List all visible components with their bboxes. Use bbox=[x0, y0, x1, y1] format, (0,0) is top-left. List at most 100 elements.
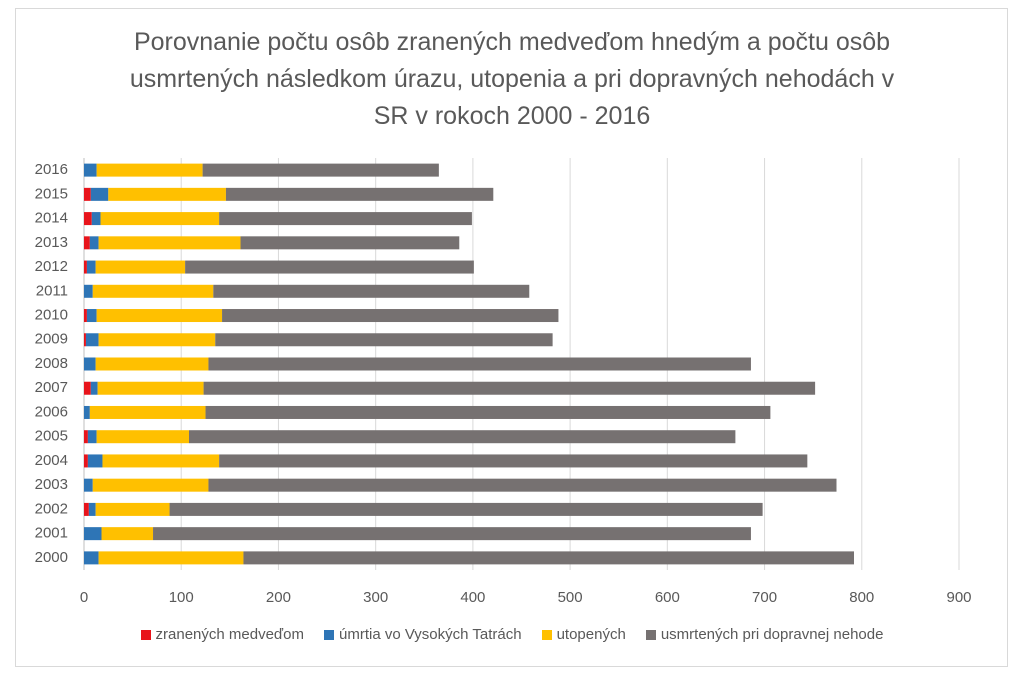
bar-segment bbox=[89, 236, 99, 250]
chart-frame bbox=[15, 8, 1008, 667]
bar-segment bbox=[169, 502, 763, 516]
bar-segment bbox=[90, 187, 109, 201]
bar-segment bbox=[98, 333, 216, 347]
bar-segment bbox=[84, 236, 90, 250]
bar-segment bbox=[91, 212, 101, 226]
bar-segment bbox=[88, 502, 96, 516]
bar-segment bbox=[86, 260, 96, 274]
legend-label: úmrtia vo Vysokých Tatrách bbox=[339, 626, 522, 643]
bar-segment bbox=[219, 454, 808, 468]
x-tick-label: 700 bbox=[752, 589, 777, 606]
bar-segment bbox=[96, 430, 189, 444]
y-tick-label: 2007 bbox=[35, 379, 68, 396]
bar-segment bbox=[189, 430, 736, 444]
bar-segment bbox=[108, 187, 226, 201]
bar-segment bbox=[96, 163, 203, 177]
legend-swatch bbox=[140, 629, 151, 640]
legend-item: usmrtených pri dopravnej nehode bbox=[645, 626, 884, 643]
y-tick-label: 2000 bbox=[35, 549, 68, 566]
bar-segment bbox=[96, 309, 223, 323]
bar-segment bbox=[84, 333, 86, 347]
bar-segment bbox=[84, 163, 97, 177]
x-tick-label: 200 bbox=[266, 589, 291, 606]
legend-swatch bbox=[541, 629, 552, 640]
bar-segment bbox=[87, 454, 103, 468]
bar-segment bbox=[84, 260, 87, 274]
x-tick-label: 900 bbox=[946, 589, 971, 606]
bar-segment bbox=[84, 502, 89, 516]
x-tick-label: 300 bbox=[363, 589, 388, 606]
y-tick-label: 2001 bbox=[35, 525, 68, 542]
x-tick-label: 100 bbox=[169, 589, 194, 606]
bar-segment bbox=[87, 430, 97, 444]
bar-segment bbox=[92, 478, 209, 492]
y-tick-label: 2015 bbox=[35, 185, 68, 202]
legend-label: utopených bbox=[556, 626, 626, 643]
bar-segment bbox=[98, 551, 244, 565]
y-tick-label: 2009 bbox=[35, 331, 68, 348]
y-tick-label: 2013 bbox=[35, 234, 68, 251]
bar-segment bbox=[95, 357, 209, 371]
y-tick-label: 2006 bbox=[35, 403, 68, 420]
bar-segment bbox=[84, 405, 90, 419]
legend-swatch bbox=[324, 629, 334, 640]
bar-segment bbox=[89, 405, 206, 419]
bar-segment bbox=[208, 478, 837, 492]
bar-segment bbox=[84, 430, 88, 444]
bar-segment bbox=[213, 284, 530, 298]
legend-label: usmrtených pri dopravnej nehode bbox=[660, 626, 884, 643]
bar-segment bbox=[240, 236, 460, 250]
bar-segment bbox=[84, 212, 92, 226]
y-tick-label: 2012 bbox=[35, 258, 68, 275]
bar-segment bbox=[84, 309, 87, 323]
bar-segment bbox=[185, 260, 474, 274]
legend-item: zranených medveďom bbox=[140, 626, 304, 643]
legend-label: zranených medveďom bbox=[155, 626, 304, 643]
bar-segment bbox=[153, 527, 751, 541]
bar-segment bbox=[243, 551, 854, 565]
bar-segment bbox=[95, 260, 186, 274]
bar-segment bbox=[84, 381, 91, 395]
x-tick-label: 800 bbox=[849, 589, 874, 606]
x-tick-label: 500 bbox=[558, 589, 583, 606]
y-tick-label: 2005 bbox=[35, 428, 68, 445]
bar-segment bbox=[100, 212, 220, 226]
bar-segment bbox=[222, 309, 559, 323]
bar-segment bbox=[219, 212, 472, 226]
x-tick-label: 600 bbox=[655, 589, 680, 606]
bar-segment bbox=[84, 527, 102, 541]
bar-segment bbox=[84, 284, 93, 298]
bar-segment bbox=[90, 381, 98, 395]
chart-title: Porovnanie počtu osôb zranených medveďom… bbox=[129, 28, 895, 130]
bar-segment bbox=[208, 357, 751, 371]
y-tick-label: 2008 bbox=[35, 355, 68, 372]
x-tick-label: 400 bbox=[460, 589, 485, 606]
y-tick-label: 2016 bbox=[35, 161, 68, 178]
bar-segment bbox=[84, 357, 96, 371]
bar-segment bbox=[84, 478, 93, 492]
bar-segment bbox=[97, 381, 204, 395]
bar-segment bbox=[225, 187, 494, 201]
bar-segment bbox=[86, 309, 97, 323]
legend-item: úmrtia vo Vysokých Tatrách bbox=[324, 626, 522, 643]
bar-segment bbox=[92, 284, 214, 298]
bar-segment bbox=[205, 405, 771, 419]
bar-segment bbox=[98, 236, 241, 250]
bar-segment bbox=[102, 454, 220, 468]
y-tick-label: 2011 bbox=[36, 282, 68, 299]
bar-segment bbox=[101, 527, 154, 541]
legend-item: utopených bbox=[541, 626, 626, 643]
legend: zranených medveďom úmrtia vo Vysokých Tat… bbox=[0, 626, 1024, 643]
y-tick-label: 2014 bbox=[35, 210, 68, 227]
bar-segment bbox=[215, 333, 553, 347]
x-tick-label: 0 bbox=[80, 589, 88, 606]
bar-segment bbox=[84, 454, 88, 468]
bar-segment bbox=[203, 381, 816, 395]
bar-segment bbox=[95, 502, 170, 516]
y-tick-label: 2002 bbox=[35, 500, 68, 517]
legend-swatch bbox=[645, 629, 656, 640]
y-tick-label: 2010 bbox=[35, 306, 68, 323]
y-tick-label: 2004 bbox=[35, 452, 68, 469]
